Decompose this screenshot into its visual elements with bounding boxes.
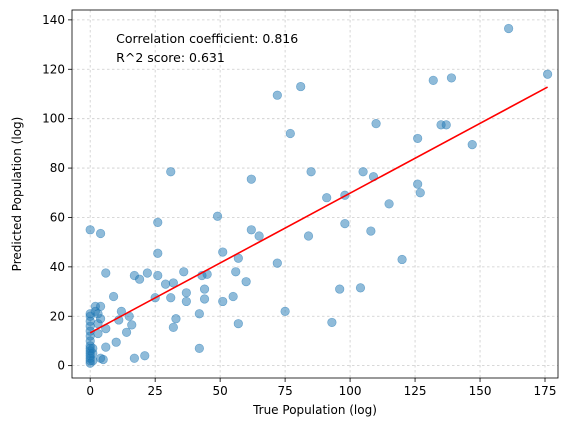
data-point [441,120,451,130]
data-point [340,219,350,229]
y-tick-label: 140 [42,13,65,27]
data-point [212,211,223,221]
x-tick-label: 50 [212,384,227,398]
data-point [218,247,228,257]
data-point [166,167,176,177]
plot-frame [71,9,559,379]
data-point [413,179,423,189]
fit-line [89,86,548,334]
data-point [168,278,178,288]
data-point [140,351,150,361]
data-point [85,225,95,235]
data-point [194,309,204,319]
data-point [303,231,314,241]
x-axis-label: True Population (log) [252,403,377,417]
x-tick-label: 0 [86,384,94,398]
data-point [218,296,228,307]
data-point [171,314,181,324]
data-point [428,75,438,85]
fit-line-group [89,86,548,334]
data-point [153,270,163,281]
data-point [153,248,163,258]
y-tick-label: 40 [50,260,65,274]
y-tick-label: 80 [50,161,65,175]
x-tick-label: 125 [404,384,427,398]
data-point [335,284,345,294]
data-point [327,317,337,328]
data-point [98,354,108,365]
data-point [127,320,137,330]
r2-annotation: R^2 score: 0.631 [116,50,225,65]
y-tick-label: 20 [50,309,65,323]
data-point [160,279,171,289]
data-point [95,228,106,239]
data-point [446,73,457,83]
data-point [228,291,238,302]
data-point [231,267,241,277]
data-point [95,301,106,311]
data-point [181,296,191,307]
data-point [413,133,423,144]
y-tick-label: 0 [57,359,65,373]
data-point [241,277,251,287]
data-point [166,293,176,303]
data-point [108,291,119,302]
data-point [179,267,189,277]
data-point [322,193,332,203]
data-point [181,288,191,298]
data-point [504,23,514,34]
data-point [306,167,316,177]
data-points [85,23,553,368]
x-tick-label: 25 [148,384,163,398]
data-point [467,140,477,150]
data-point [101,342,111,352]
data-point [254,231,264,241]
data-point [199,294,210,304]
data-point [142,268,152,278]
data-point [168,322,178,332]
data-point [129,353,139,363]
correlation-annotation: Correlation coefficient: 0.816 [116,31,298,46]
data-point [246,174,256,184]
data-point [355,283,366,293]
data-point [397,254,407,265]
y-tick-label: 120 [42,62,65,76]
x-tick-label: 175 [534,384,557,398]
y-axis-label: Predicted Population (log) [10,117,24,272]
data-point [296,81,306,92]
x-tick-label: 75 [277,384,292,398]
data-point [101,268,111,278]
data-point [88,343,98,353]
data-point [246,225,256,235]
x-tick-label: 100 [339,384,362,398]
data-point [95,314,106,324]
grid-lines [72,10,558,378]
x-tick-label: 150 [469,384,492,398]
data-point [194,343,204,353]
data-point [280,306,290,316]
y-tick-label: 60 [50,210,65,224]
data-point [272,90,282,100]
data-point [384,199,394,209]
data-point [121,327,132,337]
y-tick-label: 100 [42,112,65,126]
data-point [233,319,243,329]
data-point [543,69,553,79]
data-point [366,226,376,236]
data-point [415,188,425,198]
data-point [199,284,210,294]
axis-ticks: 0 25 50 75 100 125 150 175 0 20 40 60 80 100 120 140 [42,13,556,398]
data-point [134,274,145,284]
data-point [358,167,368,177]
data-point [111,337,121,347]
data-point [371,119,381,129]
data-point [285,128,295,139]
data-point [153,217,163,228]
data-point [272,258,282,268]
